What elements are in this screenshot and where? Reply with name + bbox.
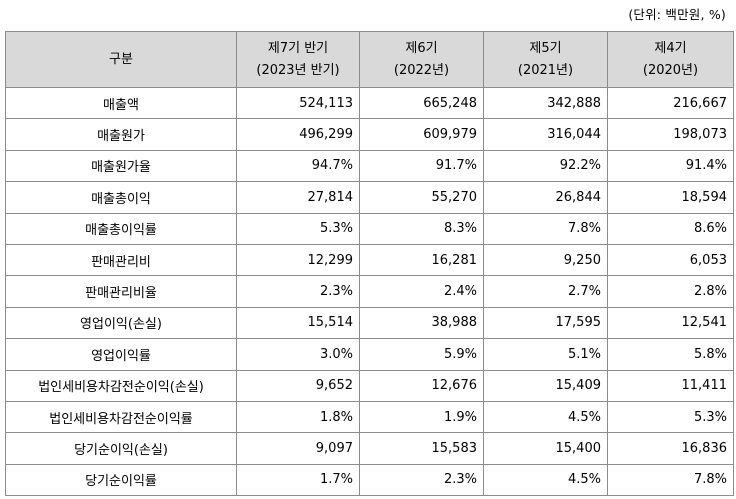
value-cell: 9,097 (236, 432, 360, 465)
value-cell: 27,814 (236, 181, 360, 214)
value-cell: 316,044 (483, 118, 608, 151)
row-label: 영업이익률 (5, 338, 237, 371)
header-period-year: (2022년) (393, 62, 450, 78)
value-cell: 16,281 (359, 243, 484, 277)
table-row: 당기순이익률 1.7% 2.3% 4.5% 7.8% (5, 463, 734, 497)
row-label: 매출총이익 (5, 181, 237, 214)
value-cell: 665,248 (359, 86, 484, 120)
table-row: 판매관리비율 2.3% 2.4% 2.7% 2.8% (5, 275, 734, 308)
value-cell: 15,514 (236, 306, 360, 340)
table-row: 매출원가율 94.7% 91.7% 92.2% 91.4% (5, 149, 734, 183)
value-cell: 496,299 (236, 118, 360, 151)
header-corner: 구분 (5, 31, 237, 88)
value-cell: 6,053 (607, 243, 734, 277)
value-cell: 91.7% (359, 149, 484, 183)
value-cell: 5.8% (607, 338, 734, 371)
value-cell: 9,250 (483, 243, 608, 277)
value-cell: 55,270 (359, 181, 484, 214)
value-cell: 2.7% (483, 275, 608, 308)
header-period-name: 제7기 반기 (267, 40, 329, 56)
value-cell: 2.3% (359, 463, 484, 497)
table-row: 매출액 524,113 665,248 342,888 216,667 (5, 86, 734, 120)
value-cell: 1.9% (359, 400, 484, 434)
header-period-name: 제4기 (654, 40, 687, 56)
value-cell: 524,113 (236, 86, 360, 120)
header-period-name: 제6기 (405, 40, 438, 56)
value-cell: 1.7% (236, 463, 360, 497)
value-cell: 92.2% (483, 149, 608, 183)
value-cell: 4.5% (483, 463, 608, 497)
value-cell: 18,594 (607, 181, 734, 214)
row-label: 매출원가율 (5, 149, 237, 183)
value-cell: 7.8% (483, 212, 608, 245)
value-cell: 5.3% (236, 212, 360, 245)
value-cell: 12,299 (236, 243, 360, 277)
row-label: 법인세비용차감전순이익(손실) (5, 369, 237, 402)
value-cell: 198,073 (607, 118, 734, 151)
financial-table: 구분 제7기 반기 (2023년 반기) 제6기 (2022년) 제5기 (20… (5, 31, 734, 497)
row-label: 판매관리비율 (5, 275, 237, 308)
header-period-name: 제5기 (529, 40, 562, 56)
table-row: 매출원가 496,299 609,979 316,044 198,073 (5, 118, 734, 151)
table-row: 법인세비용차감전순이익률 1.8% 1.9% 4.5% 5.3% (5, 400, 734, 434)
row-label: 당기순이익률 (5, 463, 237, 497)
value-cell: 91.4% (607, 149, 734, 183)
row-label: 법인세비용차감전순이익률 (5, 400, 237, 434)
row-label: 판매관리비 (5, 243, 237, 277)
row-label: 당기순이익(손실) (5, 432, 237, 465)
value-cell: 15,400 (483, 432, 608, 465)
table-row: 영업이익(손실) 15,514 38,988 17,595 12,541 (5, 306, 734, 340)
value-cell: 3.0% (236, 338, 360, 371)
value-cell: 12,541 (607, 306, 734, 340)
value-cell: 17,595 (483, 306, 608, 340)
table-row: 매출총이익률 5.3% 8.3% 7.8% 8.6% (5, 212, 734, 245)
row-label: 영업이익(손실) (5, 306, 237, 340)
value-cell: 7.8% (607, 463, 734, 497)
header-period: 제6기 (2022년) (359, 31, 484, 88)
row-label: 매출원가 (5, 118, 237, 151)
value-cell: 8.3% (359, 212, 484, 245)
value-cell: 15,409 (483, 369, 608, 402)
value-cell: 15,583 (359, 432, 484, 465)
table-row: 판매관리비 12,299 16,281 9,250 6,053 (5, 243, 734, 277)
value-cell: 16,836 (607, 432, 734, 465)
header-row: 구분 제7기 반기 (2023년 반기) 제6기 (2022년) 제5기 (20… (5, 31, 734, 88)
table-row: 영업이익률 3.0% 5.9% 5.1% 5.8% (5, 338, 734, 371)
value-cell: 2.3% (236, 275, 360, 308)
value-cell: 5.9% (359, 338, 484, 371)
value-cell: 2.4% (359, 275, 484, 308)
unit-note: (단위: 백만원, %) (628, 7, 726, 22)
value-cell: 2.8% (607, 275, 734, 308)
value-cell: 1.8% (236, 400, 360, 434)
value-cell: 94.7% (236, 149, 360, 183)
header-period-year: (2023년 반기) (256, 62, 340, 78)
value-cell: 5.3% (607, 400, 734, 434)
value-cell: 11,411 (607, 369, 734, 402)
header-period-year: (2021년) (517, 62, 574, 78)
value-cell: 342,888 (483, 86, 608, 120)
header-period: 제5기 (2021년) (483, 31, 608, 88)
value-cell: 38,988 (359, 306, 484, 340)
value-cell: 8.6% (607, 212, 734, 245)
header-period: 제4기 (2020년) (607, 31, 734, 88)
value-cell: 216,667 (607, 86, 734, 120)
value-cell: 4.5% (483, 400, 608, 434)
value-cell: 12,676 (359, 369, 484, 402)
value-cell: 26,844 (483, 181, 608, 214)
value-cell: 9,652 (236, 369, 360, 402)
value-cell: 609,979 (359, 118, 484, 151)
table-row: 당기순이익(손실) 9,097 15,583 15,400 16,836 (5, 432, 734, 465)
table-row: 매출총이익 27,814 55,270 26,844 18,594 (5, 181, 734, 214)
table-row: 법인세비용차감전순이익(손실) 9,652 12,676 15,409 11,4… (5, 369, 734, 402)
value-cell: 5.1% (483, 338, 608, 371)
row-label: 매출액 (5, 86, 237, 120)
row-label: 매출총이익률 (5, 212, 237, 245)
header-period-year: (2020년) (642, 62, 699, 78)
header-period: 제7기 반기 (2023년 반기) (236, 31, 360, 88)
